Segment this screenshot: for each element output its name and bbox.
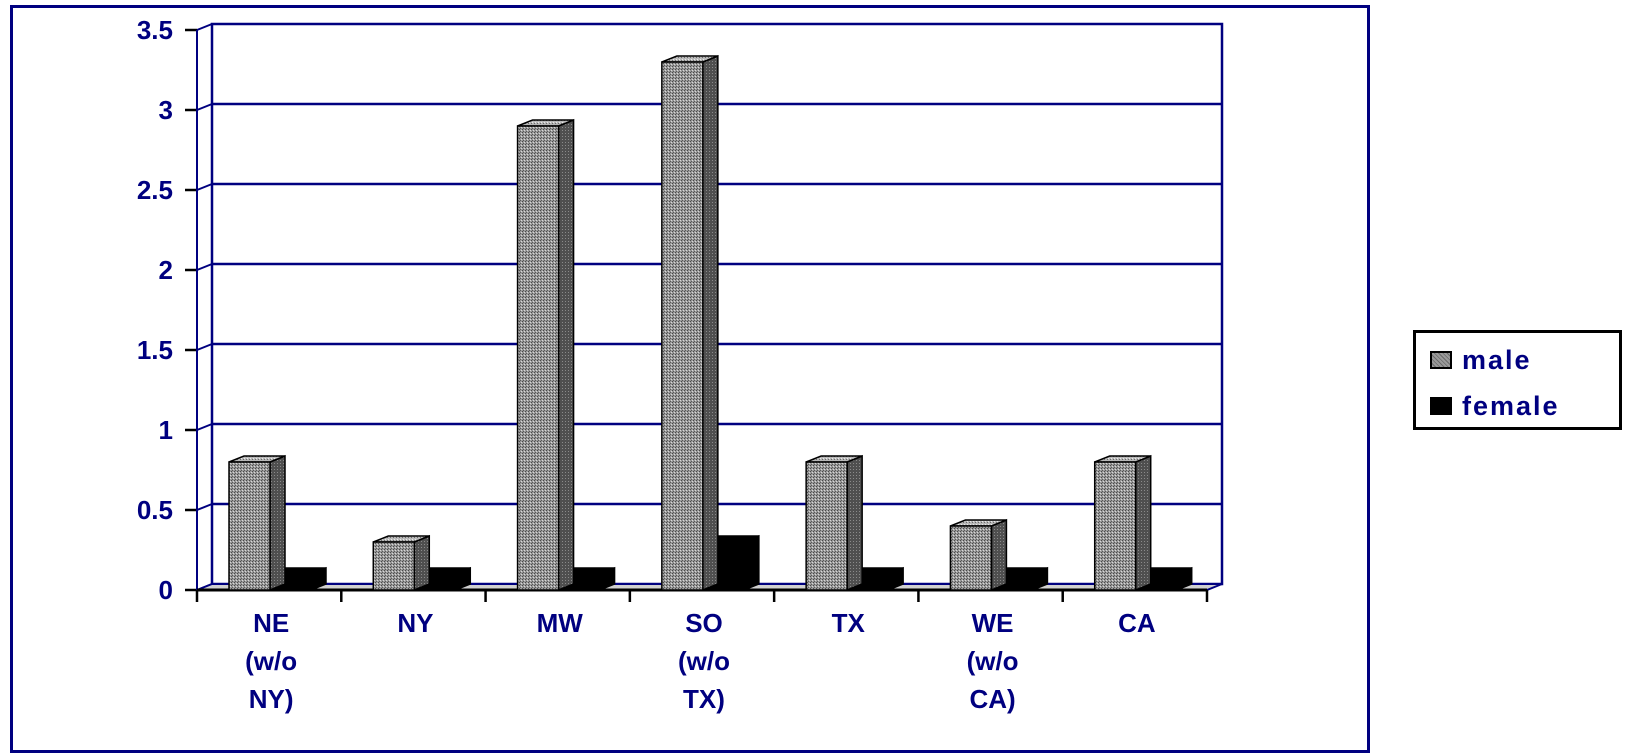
bar-male-3 [661, 54, 719, 592]
bar-male-4 [805, 454, 863, 592]
x-category-label: (w/o [678, 646, 730, 676]
x-category-label: SO [685, 608, 723, 638]
bar-male-2 [516, 118, 575, 592]
bar-male-5-side [990, 518, 1008, 592]
y-tick-label: 3 [159, 95, 173, 125]
side-gridline [196, 343, 213, 351]
bar-male-0 [228, 454, 286, 592]
axis-labels: 0 0.5 1 1.5 2 2.5 3 3.5 NE (w/o NY) NY MW SO (w/o TX) TX… [137, 15, 1156, 714]
x-category-label: WE [972, 608, 1014, 638]
bar-male-4-side [846, 454, 863, 592]
bar-male-6-front [1093, 461, 1137, 591]
bar-male-1-front [372, 541, 416, 591]
x-category-label: NE [253, 608, 289, 638]
x-category-label: MW [537, 608, 584, 638]
side-gridline [196, 183, 213, 191]
bar-male-5 [949, 518, 1008, 592]
legend-item-male: male [1430, 345, 1532, 375]
side-gridline [196, 503, 213, 511]
x-category-label: NY [397, 608, 433, 638]
x-category-label: CA [1118, 608, 1156, 638]
legend-swatch-male [1430, 351, 1452, 369]
x-category-label: (w/o [967, 646, 1019, 676]
bar-male-5-front [949, 525, 993, 591]
x-category-label: NY) [249, 684, 294, 714]
bar-male-2-front [516, 125, 560, 591]
bar-male-0-side [269, 454, 286, 592]
x-category-label: CA) [969, 684, 1015, 714]
x-category-label: TX) [683, 684, 725, 714]
bar-male-1 [372, 534, 431, 592]
x-category-label: (w/o [245, 646, 297, 676]
legend-label-female: female [1462, 390, 1560, 421]
bar-male-4-front [805, 461, 848, 591]
side-gridline [196, 263, 213, 271]
bar-male-2-side [557, 118, 575, 592]
bar-female-3-side [743, 534, 760, 592]
side-gridline [196, 103, 213, 111]
legend-swatch-female [1430, 397, 1452, 415]
legend-label-male: male [1462, 344, 1532, 375]
bars [228, 54, 1193, 592]
y-tick-label: 0 [159, 575, 173, 605]
x-category-label: TX [832, 608, 866, 638]
legend: male female [1413, 330, 1622, 430]
y-tick-label: 0.5 [137, 495, 173, 525]
side-gridline [196, 23, 213, 31]
y-tick-label: 1 [159, 415, 173, 445]
bar-male-6-side [1134, 454, 1152, 592]
bar-male-3-side [702, 54, 719, 592]
y-tick-label: 2.5 [137, 175, 173, 205]
y-tick-label: 1.5 [137, 335, 173, 365]
bar-male-0-front [228, 461, 271, 591]
bar-male-1-side [413, 534, 431, 592]
y-tick-label: 2 [159, 255, 173, 285]
bar-male-3-front [661, 61, 704, 591]
side-gridline [196, 423, 213, 431]
legend-item-female: female [1430, 391, 1560, 421]
y-tick-label: 3.5 [137, 15, 173, 45]
bar-male-6 [1093, 454, 1152, 592]
